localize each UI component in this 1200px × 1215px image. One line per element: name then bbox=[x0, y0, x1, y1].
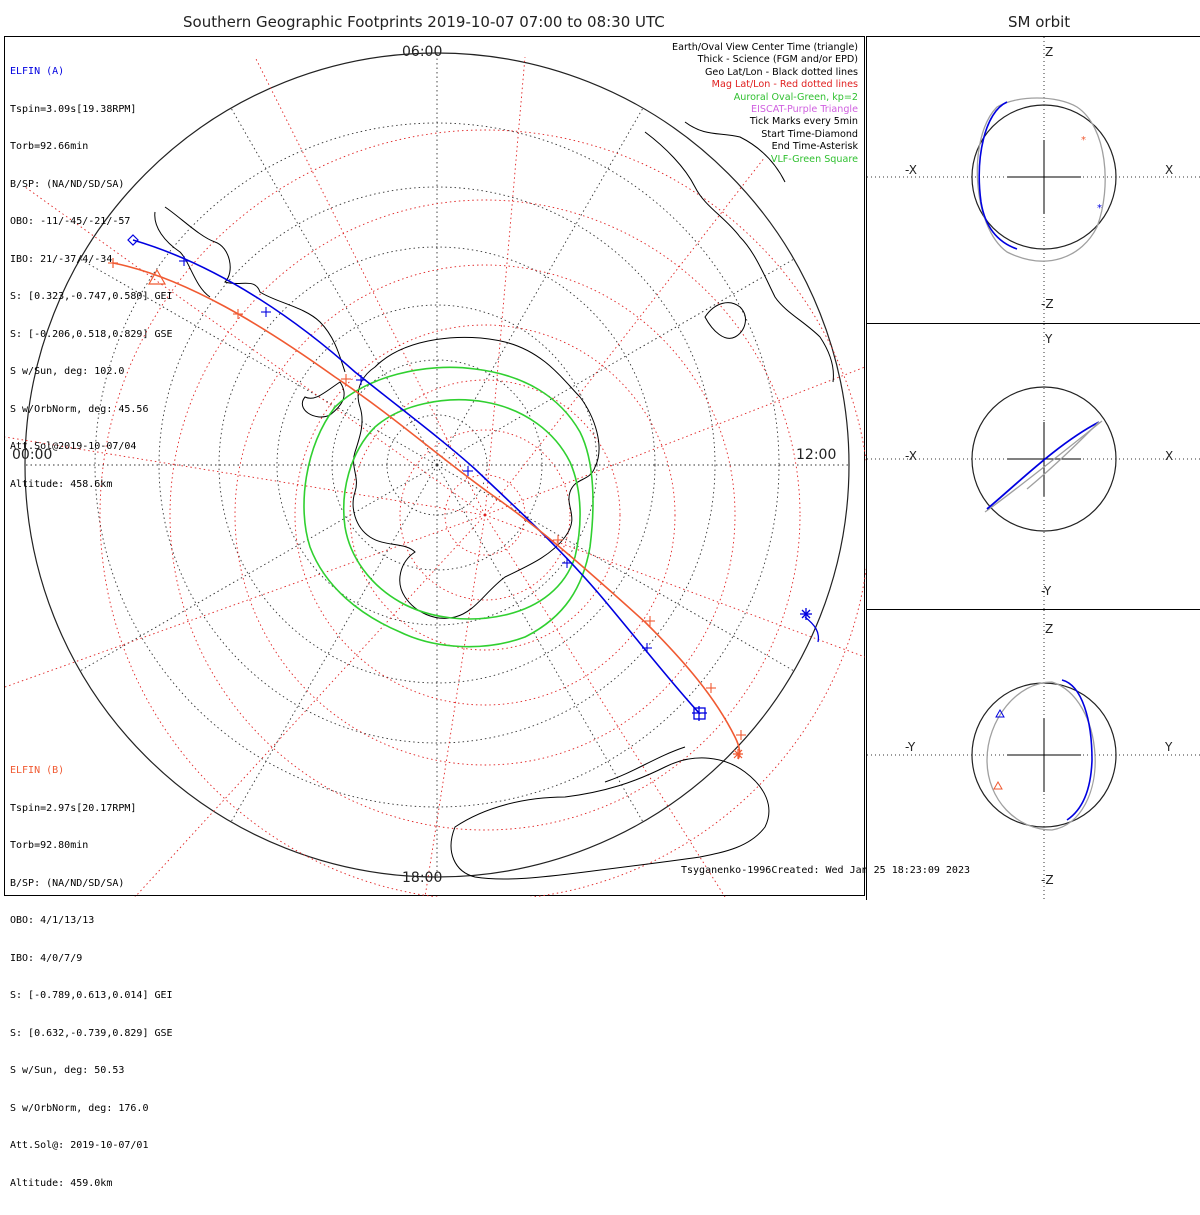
time-label-top: 06:00 bbox=[402, 44, 443, 60]
footprint-map-panel: ELFIN (A) Tspin=3.09s[19.38RPM] Torb=92.… bbox=[4, 36, 970, 1189]
sm-xy-up-label: Y bbox=[1045, 332, 1053, 346]
elfin-a-track bbox=[127, 234, 820, 721]
sm-xy-right-label: X bbox=[1165, 449, 1174, 463]
elfin-a-line: S w/OrbNorm, deg: 45.56 bbox=[10, 403, 149, 415]
legend-item: Start Time-Diamond bbox=[761, 128, 858, 140]
sm-yz-down-label: -Z bbox=[1041, 873, 1054, 887]
time-label-bottom: 18:00 bbox=[402, 870, 443, 886]
coastlines bbox=[154, 121, 834, 880]
credits: Tsyganenko-1996Created: Wed Jan 25 18:23… bbox=[681, 865, 970, 878]
elfin-a-line: Att.Sol@2019-10-07/04 bbox=[10, 441, 137, 452]
elfin-a-end-asterisk: * bbox=[1097, 203, 1102, 214]
sm-yz-left-label: -Y bbox=[905, 740, 916, 754]
elfin-a-line: S: [-0.206,0.518,0.829] GSE bbox=[10, 328, 173, 340]
sm-orbit-xz-plot: * * bbox=[867, 37, 1200, 325]
elfin-b-line: Att.Sol@: 2019-10-07/01 bbox=[10, 1140, 149, 1151]
sm-orbit-xy-panel: Y -Y -X X bbox=[866, 323, 1200, 611]
legend-item: VLF-Green Square bbox=[770, 153, 858, 165]
elfin-a-line: OBO: -11/-45/-21/-57 bbox=[10, 216, 131, 227]
sm-orbit-yz-plot bbox=[867, 610, 1200, 901]
sm-yz-up-label: Z bbox=[1045, 622, 1054, 636]
earth-limb bbox=[24, 52, 850, 878]
sm-orbit-xy-plot bbox=[867, 324, 1200, 611]
elfin-b-name: ELFIN (B) bbox=[10, 765, 65, 776]
sm-xy-down-label: -Y bbox=[1041, 584, 1052, 598]
elfin-b-info: ELFIN (B) Tspin=2.97s[20.17RPM] Torb=92.… bbox=[10, 740, 173, 1215]
sm-xz-right-label: X bbox=[1165, 163, 1174, 177]
elfin-a-edge-asterisk bbox=[800, 608, 812, 620]
elfin-b-end-asterisk bbox=[733, 749, 743, 759]
elfin-b-line: S w/Sun, deg: 50.53 bbox=[10, 1065, 125, 1076]
elfin-b-line: IBO: 4/0/7/9 bbox=[10, 952, 83, 964]
legend-item: End Time-Asterisk bbox=[771, 141, 858, 153]
legend-item: Mag Lat/Lon - Red dotted lines bbox=[711, 79, 858, 91]
auroral-oval bbox=[303, 366, 594, 648]
elfin-b-line: OBO: 4/1/13/13 bbox=[10, 915, 95, 926]
elfin-a-line: Tspin=3.09s[19.38RPM] bbox=[10, 103, 137, 115]
geo-lat-lon-grid bbox=[25, 53, 849, 877]
sm-orbit-xz-panel: * * Z -Z -X X bbox=[866, 36, 1200, 325]
legend-item: Tick Marks every 5min bbox=[749, 116, 858, 128]
elfin-b-view-center-triangle bbox=[147, 268, 167, 285]
elfin-b-line: S w/OrbNorm, deg: 176.0 bbox=[10, 1102, 149, 1114]
elfin-a-info: ELFIN (A) Tspin=3.09s[19.38RPM] Torb=92.… bbox=[10, 41, 173, 516]
elfin-a-line: Torb=92.66min bbox=[10, 141, 89, 152]
elfin-b-line: B/SP: (NA/ND/SD/SA) bbox=[10, 877, 125, 889]
elfin-b-line: Torb=92.80min bbox=[10, 840, 89, 851]
model-name: Tsyganenko-1996 bbox=[681, 865, 772, 876]
elfin-b-end-asterisk: * bbox=[1081, 135, 1086, 146]
elfin-a-line: Altitude: 458.6km bbox=[10, 478, 113, 490]
legend-item: Earth/Oval View Center Time (triangle) bbox=[672, 42, 858, 53]
elfin-b-tick-marks bbox=[233, 309, 746, 740]
elfin-a-end-marker bbox=[692, 706, 707, 721]
sm-yz-right-label: Y bbox=[1165, 740, 1173, 754]
mag-lat-lon-grid bbox=[5, 56, 866, 897]
elfin-a-line: S: [0.323,-0.747,0.580] GEI bbox=[10, 291, 173, 302]
main-title: Southern Geographic Footprints 2019-10-0… bbox=[183, 13, 665, 31]
sm-xz-down-label: -Z bbox=[1041, 297, 1054, 311]
legend: Earth/Oval View Center Time (triangle) T… bbox=[672, 42, 858, 166]
elfin-b-line: Altitude: 459.0km bbox=[10, 1177, 113, 1189]
time-label-right: 12:00 bbox=[796, 447, 837, 463]
legend-item: Thick - Science (FGM and/or EPD) bbox=[697, 54, 858, 66]
elfin-a-name: ELFIN (A) bbox=[10, 66, 65, 77]
elfin-a-start-diamond bbox=[127, 234, 139, 246]
elfin-a-line: B/SP: (NA/ND/SD/SA) bbox=[10, 178, 125, 190]
elfin-b-line: Tspin=2.97s[20.17RPM] bbox=[10, 802, 137, 814]
sm-xy-left-label: -X bbox=[905, 449, 917, 463]
elfin-a-line: IBO: 21/-37/4/-34 bbox=[10, 253, 113, 265]
elfin-b-track bbox=[108, 258, 746, 760]
legend-item: EISCAT-Purple Triangle bbox=[751, 104, 858, 116]
sm-xz-up-label: Z bbox=[1045, 45, 1054, 59]
sm-xz-left-label: -X bbox=[905, 163, 917, 177]
elfin-a-line: S w/Sun, deg: 102.0 bbox=[10, 366, 125, 377]
legend-item: Auroral Oval-Green, kp=2 bbox=[733, 91, 858, 103]
time-label-left: 00:00 bbox=[12, 447, 53, 463]
sm-orbit-yz-panel: Z -Z -Y Y bbox=[866, 609, 1200, 901]
footprint-map bbox=[5, 52, 866, 897]
elfin-b-start-marker bbox=[108, 258, 118, 268]
created-timestamp: Created: Wed Jan 25 18:23:09 2023 bbox=[771, 865, 970, 876]
sm-orbit-title: SM orbit bbox=[1008, 13, 1071, 31]
elfin-a-tick-marks bbox=[179, 256, 652, 653]
elfin-b-line: S: [-0.789,0.613,0.014] GEI bbox=[10, 990, 173, 1001]
elfin-b-line: S: [0.632,-0.739,0.829] GSE bbox=[10, 1027, 173, 1039]
legend-item: Geo Lat/Lon - Black dotted lines bbox=[704, 66, 858, 78]
